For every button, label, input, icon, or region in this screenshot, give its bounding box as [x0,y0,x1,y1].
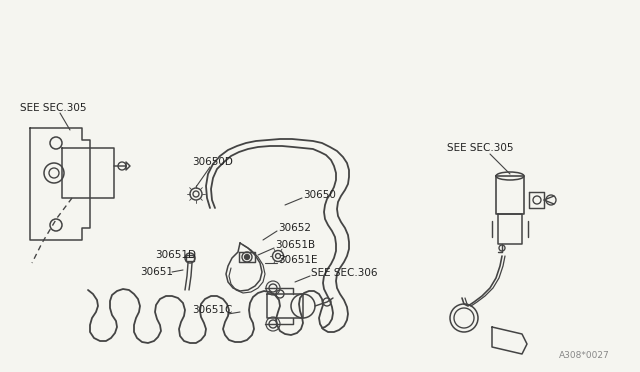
Text: 30651C: 30651C [192,305,232,315]
Text: 30650: 30650 [303,190,336,200]
Circle shape [244,254,250,260]
Text: A308*0027: A308*0027 [559,350,610,359]
Text: SEE SEC.305: SEE SEC.305 [20,103,86,113]
Text: 30652: 30652 [278,223,311,233]
Text: SEE SEC.305: SEE SEC.305 [447,143,513,153]
Text: 30651D: 30651D [155,250,196,260]
Text: 30650D: 30650D [192,157,233,167]
Text: 30651E: 30651E [278,255,317,265]
Text: SEE SEC.306: SEE SEC.306 [311,268,378,278]
Text: 30651: 30651 [140,267,173,277]
Text: 30651B: 30651B [275,240,315,250]
